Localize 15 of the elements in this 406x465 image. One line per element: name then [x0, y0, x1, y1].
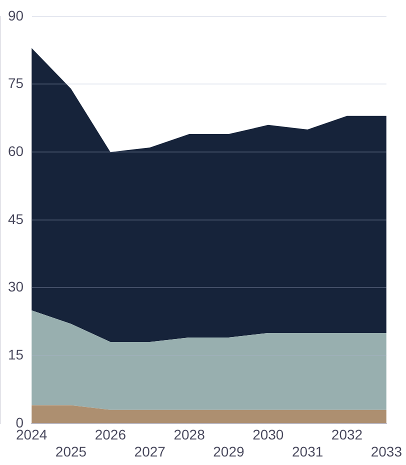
y-tick-label: 60 [8, 142, 24, 159]
x-tick-label: 2030 [252, 426, 284, 443]
y-tick-label: 30 [8, 278, 24, 295]
x-tick-label: 2032 [331, 426, 363, 443]
x-tick-label: 2033 [370, 443, 402, 460]
y-tick-label: 45 [8, 210, 24, 227]
x-tick-label: 2029 [213, 443, 244, 460]
x-tick-label: 2026 [94, 426, 126, 443]
y-tick-label: 75 [8, 75, 24, 92]
y-tick-label: 15 [8, 346, 24, 362]
x-tick-label: 2025 [55, 443, 87, 460]
x-tick-label: 2031 [292, 443, 324, 460]
y-tick-label: 90 [8, 7, 24, 24]
x-tick-label: 2028 [174, 426, 206, 443]
x-tick-label: 2027 [134, 443, 166, 460]
